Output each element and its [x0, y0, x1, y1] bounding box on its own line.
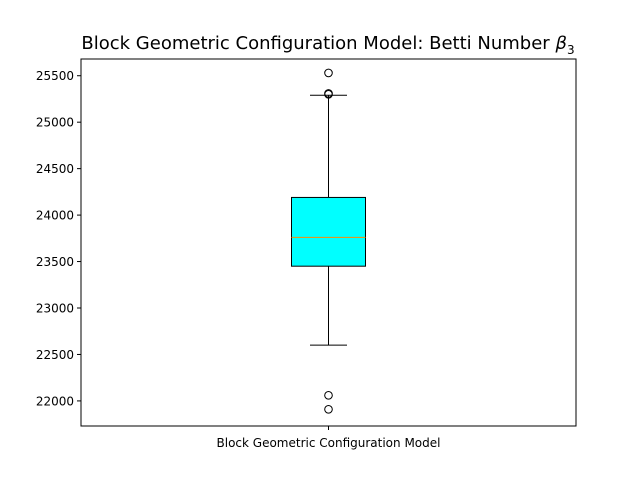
iqr-box [291, 196, 366, 267]
x-tick-label: Block Geometric Configuration Model [217, 436, 441, 450]
plot-area: 22000 22500 23000 23500 24000 24500 25000 25500… [36, 58, 577, 450]
outlier-point [324, 391, 333, 400]
chart-title: Block Geometric Configuration Model: Bet… [81, 33, 574, 57]
outlier-point [324, 90, 333, 99]
outlier-point [324, 68, 333, 78]
chart-title-subscript: 3 [567, 43, 575, 57]
y-tick-label: 23000 [36, 302, 74, 316]
y-tick-label: 24500 [36, 162, 74, 176]
outlier-point [324, 404, 333, 414]
y-tick-label: 23500 [36, 255, 74, 269]
y-tick-label: 25500 [36, 69, 74, 83]
y-tick-label: 22500 [36, 348, 74, 362]
chart-title-text: Block Geometric Configuration Model: Bet… [81, 33, 550, 54]
chart-title-symbol: β [554, 33, 567, 54]
y-tick-label: 22000 [36, 394, 74, 408]
y-tick-label: 24000 [36, 209, 74, 223]
y-tick-label: 25000 [36, 116, 74, 130]
